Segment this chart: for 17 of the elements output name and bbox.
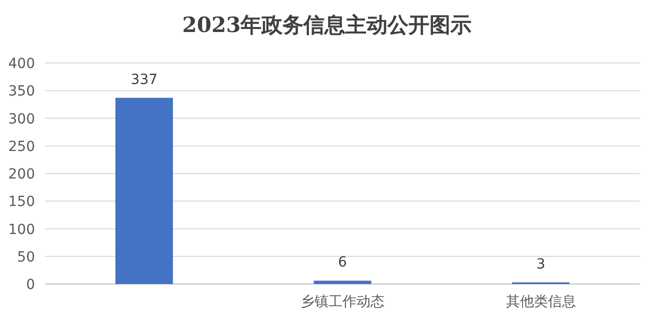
y-tick-label: 400 [8,56,35,72]
bar [115,98,173,284]
data-label: 6 [338,254,348,271]
data-label: 3 [536,256,546,272]
y-tick-label: 0 [26,277,35,293]
y-tick-label: 100 [8,222,35,238]
data-label: 337 [130,72,158,88]
y-tick-label: 250 [8,138,35,155]
bar [314,280,372,284]
y-tick-label: 350 [8,84,35,100]
x-tick-label: 其他类信息 [506,294,576,310]
chart-title: 2023年政务信息主动公开图示 [182,12,472,37]
y-tick-label: 300 [8,111,35,128]
y-tick-label: 50 [17,249,35,266]
x-tick-label: 乡镇工作动态 [300,294,384,310]
y-tick-label: 200 [8,166,35,182]
y-tick-label: 150 [8,194,35,210]
